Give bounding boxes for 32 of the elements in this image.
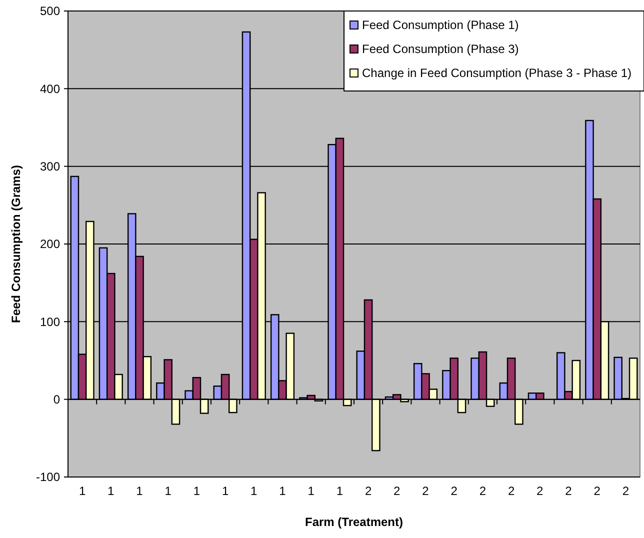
x-tick-label: 1	[136, 484, 144, 498]
x-tick-label: 1	[164, 484, 172, 498]
legend-label: Feed Consumption (Phase 1)	[362, 18, 519, 32]
x-tick-label: 2	[422, 484, 430, 498]
x-tick-label: 2	[594, 484, 601, 498]
x-tick-label: 2	[565, 484, 572, 498]
y-tick-label: 500	[40, 4, 60, 18]
x-axis-title: Farm (Treatment)	[304, 515, 404, 529]
x-tick-label: 2	[450, 484, 458, 498]
x-tick-label: 2	[536, 484, 544, 498]
x-tick-label: 2	[479, 484, 486, 498]
legend-label: Change in Feed Consumption (Phase 3 - Phase 1)	[362, 66, 632, 80]
x-tick-label: 2	[364, 484, 372, 498]
x-tick-label: 1	[250, 484, 258, 498]
x-tick-label: 1	[108, 484, 115, 498]
y-tick-label: 0	[53, 392, 60, 407]
x-tick-label: 1	[193, 484, 200, 498]
x-tick-label: 1	[336, 484, 344, 498]
legend-label: Feed Consumption (Phase 3)	[362, 42, 519, 56]
y-tick-label: -100	[36, 470, 60, 484]
y-axis-title: Feed Consumption (Grams)	[9, 164, 23, 324]
x-tick-label: 1	[308, 484, 315, 498]
x-tick-label: 1	[222, 484, 229, 498]
x-tick-label: 2	[508, 484, 515, 498]
y-tick-label: 400	[40, 82, 60, 96]
y-tick-label: 100	[40, 314, 60, 329]
x-tick-label: 2	[394, 484, 401, 498]
y-tick-label: 200	[40, 237, 60, 252]
y-tick-label: 300	[40, 160, 60, 174]
x-tick-label: 1	[279, 484, 286, 498]
x-tick-label: 1	[78, 484, 86, 498]
x-tick-label: 2	[622, 484, 630, 498]
